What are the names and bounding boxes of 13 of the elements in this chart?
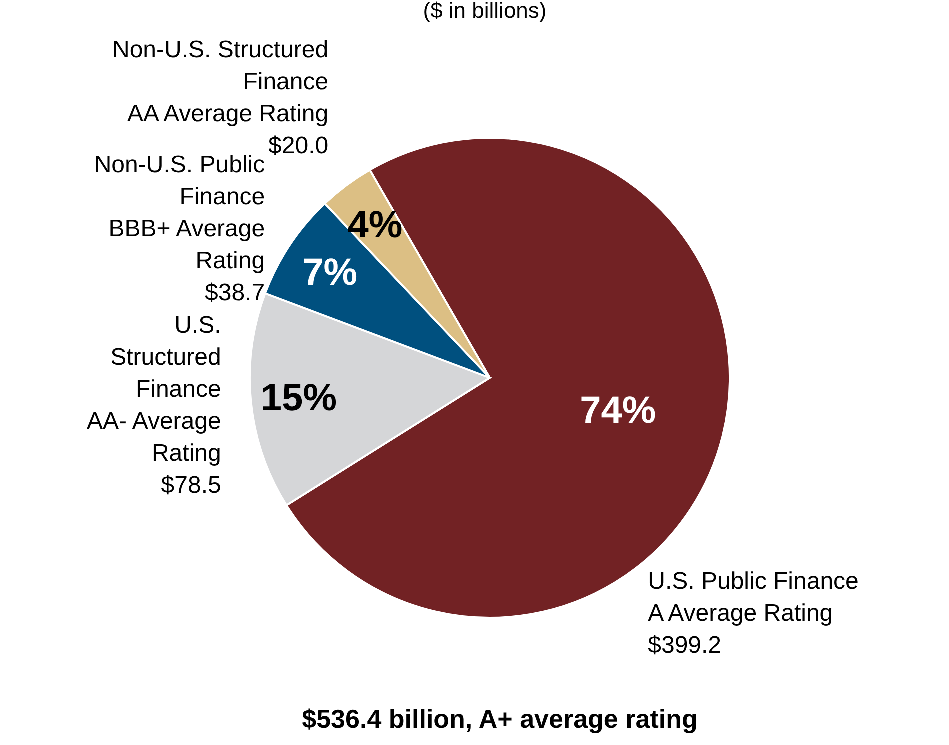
data-label: $78.5: [161, 472, 222, 499]
text: 74%: [580, 390, 656, 432]
data-label: $38.7: [205, 280, 266, 307]
text: $536.4 billion, A+ average rating: [302, 704, 698, 734]
data-label: $399.2: [648, 632, 722, 659]
data-label: $20.0: [268, 132, 329, 160]
slice-label: Non-U.S. Structured Finance AA Average Rating: [112, 36, 329, 128]
text: 7%: [302, 252, 358, 294]
slice-label: U.S. Public Finance A Average Rating: [648, 568, 859, 627]
slice-label: U.S. Structured Finance AA- Average Rating: [87, 312, 222, 467]
text: 15%: [260, 377, 337, 420]
chart-subtitle: ($ in billions): [423, 0, 547, 23]
slice-label: Non-U.S. Public Finance BBB+ Average Rating: [94, 152, 266, 275]
